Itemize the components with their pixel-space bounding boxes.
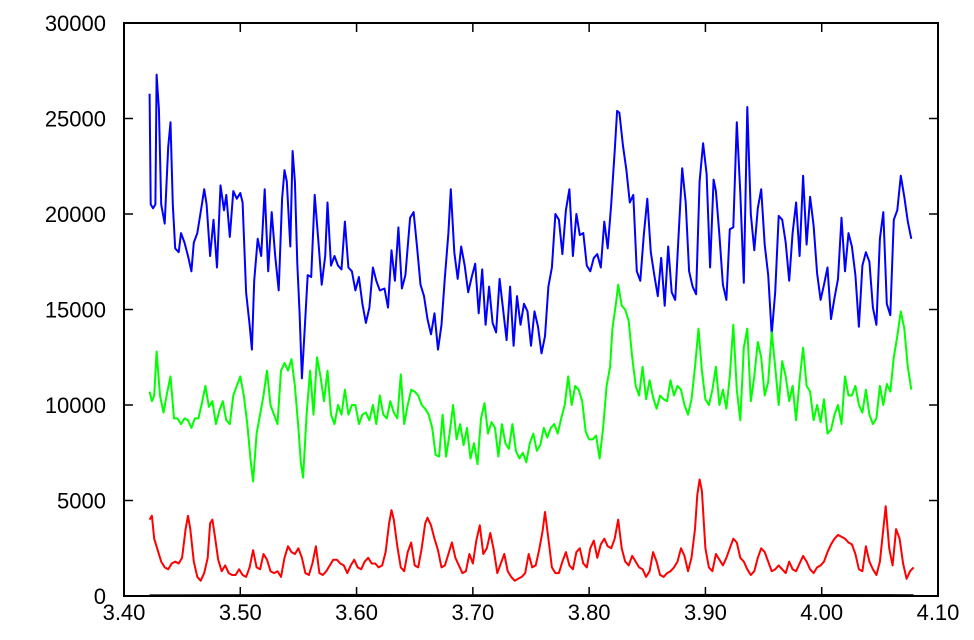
y-axis: 0 5000 10000 15000 20000 25000 30000 bbox=[45, 11, 938, 609]
y-tick-label: 10000 bbox=[45, 393, 106, 418]
y-tick-label: 25000 bbox=[45, 107, 106, 132]
y-tick-label: 5000 bbox=[57, 489, 106, 514]
x-tick-label: 3.80 bbox=[568, 600, 611, 625]
series-layer bbox=[148, 73, 915, 597]
x-tick-label: 4.00 bbox=[800, 600, 843, 625]
x-tick-label: 3.90 bbox=[684, 600, 727, 625]
y-tick-label: 0 bbox=[94, 584, 106, 609]
x-tick-label: 4.10 bbox=[917, 600, 960, 625]
series-line-2 bbox=[148, 283, 913, 483]
series-line-3 bbox=[148, 478, 915, 582]
x-tick-label: 3.40 bbox=[103, 600, 146, 625]
plot-frame bbox=[123, 22, 939, 597]
y-tick-label: 20000 bbox=[45, 202, 106, 227]
x-tick-label: 3.70 bbox=[451, 600, 494, 625]
x-tick-label: 3.50 bbox=[219, 600, 262, 625]
x-axis: 3.40 3.50 3.60 3.70 3.80 3.90 4.00 4.10 bbox=[103, 23, 960, 625]
series-line-1 bbox=[148, 73, 913, 380]
y-tick-label: 15000 bbox=[45, 298, 106, 323]
x-tick-label: 3.60 bbox=[335, 600, 378, 625]
y-tick-label: 30000 bbox=[45, 11, 106, 36]
